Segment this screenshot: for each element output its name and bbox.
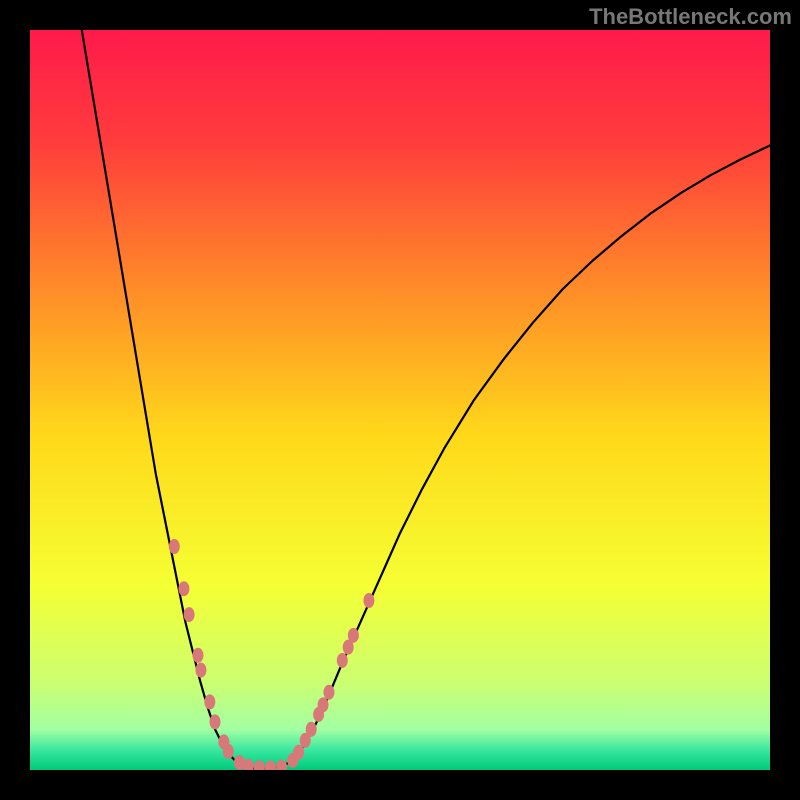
marker-left [192, 648, 203, 663]
plot-area [30, 30, 770, 770]
plot-background [30, 30, 770, 770]
marker-left [210, 714, 221, 729]
marker-right [318, 697, 329, 712]
marker-left [178, 581, 189, 596]
marker-right [306, 722, 317, 737]
marker-right [363, 593, 374, 608]
marker-right [323, 685, 334, 700]
marker-left [204, 694, 215, 709]
marker-left [169, 539, 180, 554]
marker-right [293, 745, 304, 760]
chart-canvas: TheBottleneck.com [0, 0, 800, 800]
watermark-label: TheBottleneck.com [589, 4, 792, 30]
marker-left [195, 663, 206, 678]
marker-left [223, 744, 234, 759]
marker-left [184, 607, 195, 622]
marker-right [348, 628, 359, 643]
plot-svg [30, 30, 770, 770]
marker-right [337, 653, 348, 668]
